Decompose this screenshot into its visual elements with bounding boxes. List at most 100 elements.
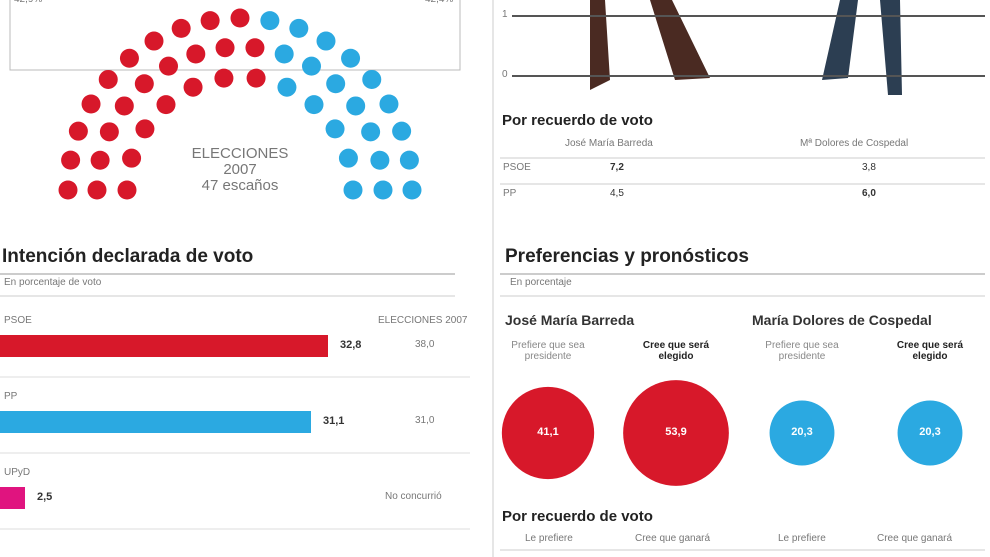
seat: [171, 18, 191, 38]
frame: [9, 0, 461, 71]
bubble: [501, 386, 595, 480]
bubble: [623, 380, 729, 486]
seat: [346, 96, 366, 116]
photo-legs: [822, 0, 902, 95]
seat: [134, 74, 154, 94]
seat: [144, 31, 164, 51]
caption: 2007: [223, 161, 257, 178]
seat: [68, 121, 88, 141]
cell: 3,8: [862, 162, 876, 173]
seat: [81, 94, 101, 114]
seat: [325, 119, 345, 139]
seat: [343, 180, 363, 200]
bubble-label: 20,3: [791, 426, 813, 438]
cell: 6,0: [862, 188, 876, 199]
bar: [0, 335, 328, 357]
row-label: PP: [503, 188, 517, 199]
bubble: [897, 400, 963, 466]
column-header: José María Barreda: [565, 138, 653, 149]
previous-value: 31,0: [415, 415, 435, 426]
seat: [119, 48, 139, 68]
bar: [0, 411, 311, 433]
subtitle: En porcentaje: [510, 277, 572, 288]
seat: [156, 95, 176, 115]
column-header: Le prefiere: [778, 533, 826, 544]
section-title: Por recuerdo de voto: [502, 112, 653, 129]
seat: [117, 180, 137, 200]
value-label: 32,8: [340, 339, 362, 351]
seat: [200, 11, 220, 31]
seat: [277, 77, 297, 97]
column-header: Le prefiere: [525, 533, 573, 544]
party: PP: [4, 391, 18, 402]
seat: [245, 38, 265, 58]
seat: [186, 44, 206, 64]
seat: [214, 68, 234, 88]
seat: [135, 119, 155, 139]
seat: [316, 31, 336, 51]
bubble: [769, 400, 835, 466]
caption: ELECCIONES: [191, 145, 289, 162]
value-label: 31,1: [323, 415, 345, 427]
seat: [61, 150, 81, 170]
pct-label: 42,9%: [14, 0, 42, 5]
column-header: Cree que ganará: [877, 533, 953, 544]
caption: 47 escaños: [201, 177, 279, 194]
photo-legs: [590, 0, 710, 90]
row-label: PSOE: [503, 162, 531, 173]
cell: 7,2: [610, 162, 624, 173]
seat: [379, 94, 399, 114]
seat: [399, 150, 419, 170]
seat: [159, 56, 178, 76]
seat: [361, 122, 381, 142]
seat: [58, 180, 78, 200]
previous-value: No concurrió: [385, 491, 442, 502]
section-title: Preferencias y pronósticos: [505, 246, 749, 267]
bar: [0, 487, 25, 509]
seat: [392, 121, 412, 141]
seat: [362, 69, 382, 89]
seat: [90, 150, 110, 170]
seat: [230, 8, 250, 28]
seat: [183, 77, 203, 97]
seat: [87, 180, 107, 200]
seat: [215, 38, 235, 58]
seat: [341, 48, 361, 68]
seat: [326, 74, 346, 94]
seat: [274, 44, 294, 64]
axis-label: 0: [502, 69, 508, 80]
candidate-name: María Dolores de Cospedal: [752, 312, 932, 328]
item-label: Prefiere que sea presidente: [765, 340, 839, 362]
seat: [114, 96, 134, 116]
axis-label: 1: [502, 9, 508, 20]
section-title: Por recuerdo de voto: [502, 508, 653, 525]
item-label: Cree que será elegido: [896, 340, 964, 362]
seat: [246, 68, 266, 88]
subtitle: En porcentaje de voto: [4, 277, 102, 288]
item-label: Prefiere que sea presidente: [511, 340, 585, 362]
seat: [122, 148, 142, 168]
bubble-label: 53,9: [665, 426, 687, 438]
bubble-label: 41,1: [537, 426, 559, 438]
bubble-label: 20,3: [919, 426, 941, 438]
column-header: Cree que ganará: [635, 533, 711, 544]
seat: [338, 148, 358, 168]
seat: [98, 69, 118, 89]
seat: [304, 95, 324, 115]
seat: [289, 18, 309, 38]
seat: [370, 150, 390, 170]
seat: [99, 122, 119, 142]
column-header: Mª Dolores de Cospedal: [800, 138, 909, 149]
seat: [373, 180, 393, 200]
previous-value: 38,0: [415, 339, 435, 350]
item-label: Cree que será elegido: [642, 340, 710, 362]
party: PSOE: [4, 315, 32, 326]
column-header: ELECCIONES 2007: [378, 315, 468, 326]
value-label: 2,5: [37, 491, 53, 503]
section-title: Intención declarada de voto: [2, 246, 254, 267]
party: UPyD: [4, 467, 31, 478]
seat: [302, 56, 321, 76]
pct-label: 42,4%: [425, 0, 453, 5]
